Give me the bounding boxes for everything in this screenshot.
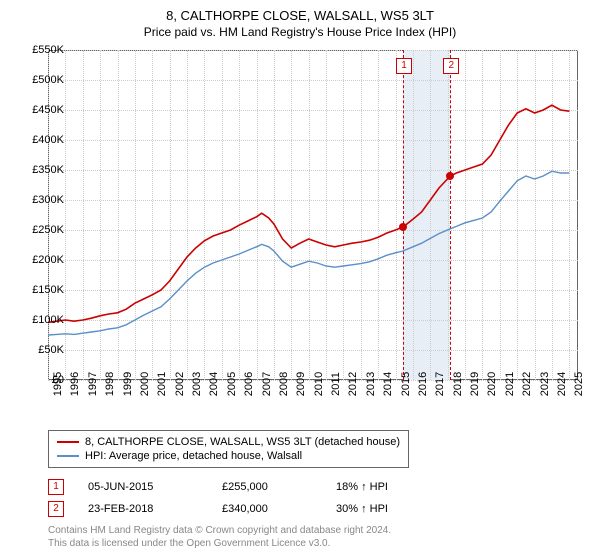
x-tick-label: 2012 bbox=[347, 372, 359, 396]
chart-subtitle: Price paid vs. HM Land Registry's House … bbox=[0, 23, 600, 43]
x-tick-label: 2013 bbox=[365, 372, 377, 396]
x-tick-label: 2001 bbox=[156, 372, 168, 396]
event-pct-2: 30% ↑ HPI bbox=[336, 503, 426, 515]
x-tick-label: 2024 bbox=[556, 372, 568, 396]
event-price-1: £255,000 bbox=[222, 481, 312, 493]
x-tick-label: 2019 bbox=[469, 372, 481, 396]
x-tick-label: 2014 bbox=[382, 372, 394, 396]
x-tick-label: 2000 bbox=[139, 372, 151, 396]
x-tick-label: 2017 bbox=[434, 372, 446, 396]
event-date-2: 23-FEB-2018 bbox=[88, 503, 198, 515]
x-tick-label: 2021 bbox=[504, 372, 516, 396]
legend-item-property: 8, CALTHORPE CLOSE, WALSALL, WS5 3LT (de… bbox=[57, 435, 400, 449]
plot-area: 12 bbox=[48, 50, 578, 380]
chart-container: 8, CALTHORPE CLOSE, WALSALL, WS5 3LT Pri… bbox=[0, 0, 600, 560]
y-tick-label: £550K bbox=[32, 44, 64, 56]
y-tick-label: £400K bbox=[32, 134, 64, 146]
y-tick-label: £450K bbox=[32, 104, 64, 116]
legend-label-property: 8, CALTHORPE CLOSE, WALSALL, WS5 3LT (de… bbox=[85, 436, 400, 448]
x-tick-label: 1999 bbox=[122, 372, 134, 396]
footer-line-2: This data is licensed under the Open Gov… bbox=[48, 537, 391, 550]
event-badge-2: 2 bbox=[48, 501, 64, 517]
x-tick-label: 2018 bbox=[452, 372, 464, 396]
chart-title: 8, CALTHORPE CLOSE, WALSALL, WS5 3LT bbox=[0, 0, 600, 23]
y-tick-label: £50K bbox=[38, 344, 64, 356]
price-marker bbox=[399, 223, 407, 231]
event-pct-1: 18% ↑ HPI bbox=[336, 481, 426, 493]
x-tick-label: 2009 bbox=[295, 372, 307, 396]
x-tick-label: 2007 bbox=[261, 372, 273, 396]
y-tick-label: £200K bbox=[32, 254, 64, 266]
y-tick-label: £150K bbox=[32, 284, 64, 296]
x-tick-label: 2015 bbox=[400, 372, 412, 396]
footer-attribution: Contains HM Land Registry data © Crown c… bbox=[48, 524, 391, 550]
x-tick-label: 2010 bbox=[313, 372, 325, 396]
footer-line-1: Contains HM Land Registry data © Crown c… bbox=[48, 524, 391, 537]
callout-badge: 1 bbox=[396, 58, 412, 74]
x-tick-label: 1995 bbox=[52, 372, 64, 396]
legend-swatch-hpi bbox=[57, 455, 79, 457]
y-tick-label: £100K bbox=[32, 314, 64, 326]
x-tick-label: 2002 bbox=[174, 372, 186, 396]
event-row-2: 2 23-FEB-2018 £340,000 30% ↑ HPI bbox=[48, 498, 426, 520]
event-badge-1: 1 bbox=[48, 479, 64, 495]
event-row-1: 1 05-JUN-2015 £255,000 18% ↑ HPI bbox=[48, 476, 426, 498]
event-price-2: £340,000 bbox=[222, 503, 312, 515]
event-date-1: 05-JUN-2015 bbox=[88, 481, 198, 493]
callout-badge: 2 bbox=[443, 58, 459, 74]
legend-swatch-property bbox=[57, 441, 79, 443]
legend: 8, CALTHORPE CLOSE, WALSALL, WS5 3LT (de… bbox=[48, 430, 409, 468]
legend-label-hpi: HPI: Average price, detached house, Wals… bbox=[85, 450, 302, 462]
price-marker bbox=[446, 172, 454, 180]
x-tick-label: 2023 bbox=[539, 372, 551, 396]
x-tick-label: 2005 bbox=[226, 372, 238, 396]
x-tick-label: 2008 bbox=[278, 372, 290, 396]
x-tick-label: 2022 bbox=[521, 372, 533, 396]
x-tick-label: 1998 bbox=[104, 372, 116, 396]
x-tick-label: 2016 bbox=[417, 372, 429, 396]
x-tick-label: 1996 bbox=[69, 372, 81, 396]
series-property bbox=[48, 105, 569, 322]
y-tick-label: £300K bbox=[32, 194, 64, 206]
y-tick-label: £500K bbox=[32, 74, 64, 86]
event-table: 1 05-JUN-2015 £255,000 18% ↑ HPI 2 23-FE… bbox=[48, 476, 426, 520]
x-tick-label: 2011 bbox=[330, 372, 342, 396]
y-tick-label: £250K bbox=[32, 224, 64, 236]
x-tick-label: 2003 bbox=[191, 372, 203, 396]
y-tick-label: £350K bbox=[32, 164, 64, 176]
x-tick-label: 2006 bbox=[243, 372, 255, 396]
series-hpi bbox=[48, 171, 569, 335]
x-tick-label: 1997 bbox=[87, 372, 99, 396]
line-series-svg bbox=[48, 50, 578, 380]
x-tick-label: 2025 bbox=[573, 372, 585, 396]
x-tick-label: 2004 bbox=[208, 372, 220, 396]
legend-item-hpi: HPI: Average price, detached house, Wals… bbox=[57, 449, 400, 463]
x-tick-label: 2020 bbox=[486, 372, 498, 396]
